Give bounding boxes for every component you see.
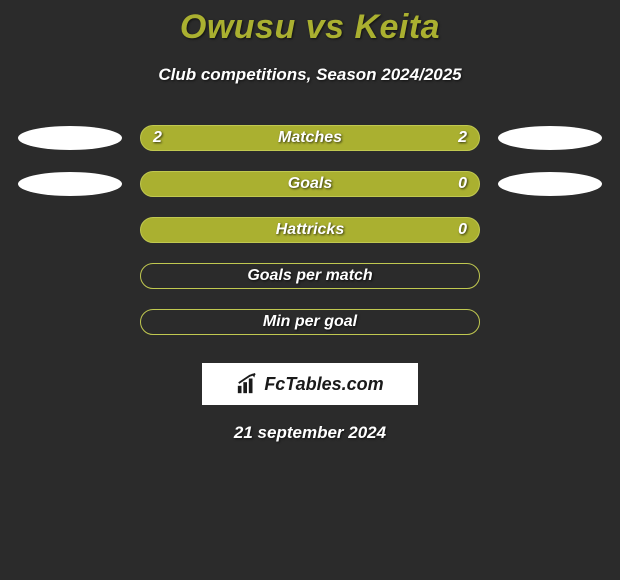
branding-text: FcTables.com xyxy=(264,374,383,395)
right-logo-cell xyxy=(490,171,610,197)
team-logo-placeholder xyxy=(498,126,602,150)
stat-label: Min per goal xyxy=(141,313,479,331)
left-logo-cell xyxy=(10,263,130,289)
right-logo-cell xyxy=(490,217,610,243)
page-title: Owusu vs Keita xyxy=(0,8,620,47)
left-logo-cell xyxy=(10,309,130,335)
right-logo-cell xyxy=(490,125,610,151)
stats-list: 2 Matches 2 Goals 0 xyxy=(0,115,620,345)
stat-label: Goals per match xyxy=(141,267,479,285)
stat-row: Min per goal xyxy=(10,299,610,345)
left-logo-cell xyxy=(10,125,130,151)
stat-bar-matches: 2 Matches 2 xyxy=(140,125,480,151)
chart-icon xyxy=(236,373,258,395)
left-logo-cell xyxy=(10,217,130,243)
team-logo-placeholder xyxy=(498,172,602,196)
stat-row: Goals 0 xyxy=(10,161,610,207)
right-logo-cell xyxy=(490,263,610,289)
stat-row: Hattricks 0 xyxy=(10,207,610,253)
stat-right-value: 0 xyxy=(458,221,467,239)
branding-link[interactable]: FcTables.com xyxy=(202,363,418,405)
stat-row: Goals per match xyxy=(10,253,610,299)
stat-right-value: 0 xyxy=(458,175,467,193)
stat-row: 2 Matches 2 xyxy=(10,115,610,161)
comparison-card: Owusu vs Keita Club competitions, Season… xyxy=(0,0,620,443)
stat-bar-goals-per-match: Goals per match xyxy=(140,263,480,289)
team-logo-placeholder xyxy=(18,126,122,150)
stat-bar-min-per-goal: Min per goal xyxy=(140,309,480,335)
stat-label: Hattricks xyxy=(141,221,479,239)
date-label: 21 september 2024 xyxy=(0,423,620,443)
stat-right-value: 2 xyxy=(458,129,467,147)
stat-bar-hattricks: Hattricks 0 xyxy=(140,217,480,243)
right-logo-cell xyxy=(490,309,610,335)
stat-label: Matches xyxy=(141,129,479,147)
team-logo-placeholder xyxy=(18,172,122,196)
stat-label: Goals xyxy=(141,175,479,193)
stat-bar-goals: Goals 0 xyxy=(140,171,480,197)
left-logo-cell xyxy=(10,171,130,197)
subtitle: Club competitions, Season 2024/2025 xyxy=(0,65,620,85)
